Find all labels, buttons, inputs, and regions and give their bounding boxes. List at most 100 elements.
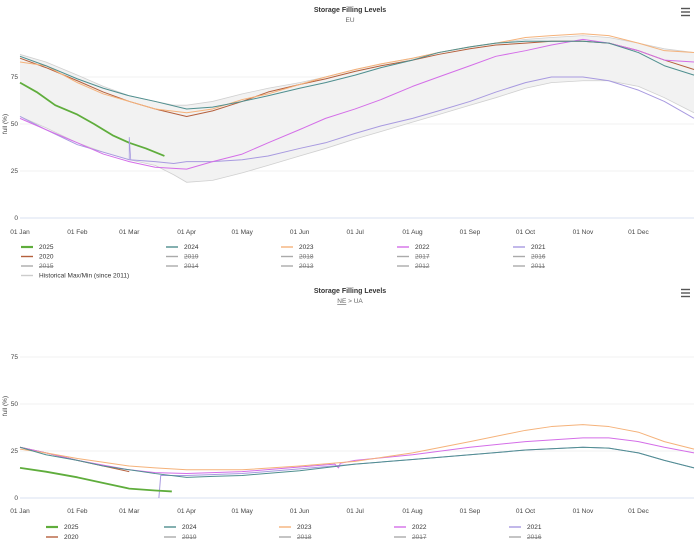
y-tick-label: 75 xyxy=(11,74,19,81)
x-tick-label: 01 May xyxy=(232,229,254,236)
x-tick-label: 01 Mar xyxy=(119,508,140,515)
legend-item-2013[interactable]: 2013 xyxy=(281,263,314,270)
legend-label: 2023 xyxy=(297,524,312,531)
legend-item-2015[interactable]: 2015 xyxy=(21,263,54,270)
historical-min-line xyxy=(19,80,695,183)
historical-band-area xyxy=(20,35,694,183)
legend-label: 2016 xyxy=(531,254,546,261)
legend-item-2016[interactable]: 2016 xyxy=(513,254,546,261)
x-tick-label: 01 May xyxy=(232,508,254,515)
x-tick-label: 01 Nov xyxy=(573,508,594,515)
legend-label: 2024 xyxy=(182,524,197,531)
menu-icon[interactable] xyxy=(678,287,692,299)
legend-item-2023[interactable]: 2023 xyxy=(281,244,314,251)
breadcrumb-current: UA xyxy=(354,298,364,305)
chart-subtitle: NE > UA xyxy=(337,298,363,305)
x-tick-label: 01 Apr xyxy=(177,229,197,236)
breadcrumb-separator: > xyxy=(346,298,353,305)
legend-item-2024[interactable]: 2024 xyxy=(166,244,199,251)
x-tick-label: 01 Oct xyxy=(516,508,535,515)
legend-label: 2021 xyxy=(527,524,542,531)
legend-label: 2015 xyxy=(39,263,54,270)
y-tick-label: 25 xyxy=(11,168,19,175)
legend-item-2021[interactable]: 2021 xyxy=(509,524,542,531)
series-line-2021[interactable] xyxy=(158,446,695,499)
chart-panel-eu: Storage Filling Levels EU full (%) 0 25 50… xyxy=(2,6,695,280)
x-tick-label: 01 Jul xyxy=(346,508,364,515)
legend-label: 2022 xyxy=(415,244,430,251)
legend-item-historical-max-min-since-2011[interactable]: Historical Max/Min (since 2011) xyxy=(21,273,129,280)
y-axis-label: full (%) xyxy=(2,396,9,416)
legend-label: 2016 xyxy=(527,534,542,541)
series-line-2024[interactable] xyxy=(19,40,695,110)
series-line-2022[interactable] xyxy=(19,38,695,170)
y-tick-label: 0 xyxy=(14,495,18,502)
series-line-2025[interactable] xyxy=(19,81,165,157)
x-tick-label: 01 Aug xyxy=(402,229,423,236)
x-tick-label: 01 Nov xyxy=(573,229,594,236)
series-line-2023[interactable] xyxy=(19,424,695,471)
legend-item-2025[interactable]: 2025 xyxy=(46,524,79,531)
legend-item-2020[interactable]: 2020 xyxy=(21,254,54,261)
legend-item-2012[interactable]: 2012 xyxy=(397,263,430,270)
y-tick-label: 50 xyxy=(11,121,19,128)
breadcrumb-link-ne[interactable]: NE xyxy=(337,298,347,305)
legend-item-2025[interactable]: 2025 xyxy=(21,244,54,251)
legend-label: 2019 xyxy=(182,534,197,541)
legend-label: 2018 xyxy=(297,534,312,541)
legend-item-2017[interactable]: 2017 xyxy=(397,254,430,261)
x-tick-label: 01 Feb xyxy=(67,229,88,236)
legend-item-2018[interactable]: 2018 xyxy=(281,254,314,261)
legend-item-2024[interactable]: 2024 xyxy=(164,524,197,531)
legend-item-2022[interactable]: 2022 xyxy=(394,524,427,531)
x-tick-label: 01 Sep xyxy=(460,508,481,515)
legend-label: 2020 xyxy=(39,254,54,261)
legend-label: 2011 xyxy=(531,263,545,270)
chart-eu: Storage Filling Levels EU full (%) 0 25 50… xyxy=(2,6,695,280)
legend-item-2014[interactable]: 2014 xyxy=(166,263,199,270)
legend-label: 2012 xyxy=(415,263,430,270)
series-line-2024[interactable] xyxy=(19,446,695,478)
x-tick-label: 01 Feb xyxy=(67,508,88,515)
x-tick-label: 01 Jun xyxy=(290,229,310,236)
legend-label: Historical Max/Min (since 2011) xyxy=(39,273,129,280)
legend-item-2019[interactable]: 2019 xyxy=(166,254,199,261)
menu-icon[interactable] xyxy=(678,6,692,18)
legend-item-2011[interactable]: 2011 xyxy=(513,263,545,270)
legend-item-2022[interactable]: 2022 xyxy=(397,244,430,251)
y-tick-label: 50 xyxy=(11,401,19,408)
legend-item-2021[interactable]: 2021 xyxy=(513,244,546,251)
legend-item-2020[interactable]: 2020 xyxy=(46,534,79,541)
x-tick-label: 01 Jul xyxy=(346,229,364,236)
x-tick-label: 01 Jun xyxy=(290,508,310,515)
legend-label: 2014 xyxy=(184,263,199,270)
series-line-2025[interactable] xyxy=(19,467,172,493)
series-line-2023[interactable] xyxy=(19,33,695,114)
x-tick-label: 01 Apr xyxy=(177,508,197,515)
y-axis-label: full (%) xyxy=(2,114,9,134)
x-tick-label: 01 Aug xyxy=(402,508,423,515)
y-tick-label: 0 xyxy=(14,215,18,222)
legend-label: 2023 xyxy=(299,244,314,251)
series-line-2022[interactable] xyxy=(19,437,695,475)
x-tick-label: 01 Dec xyxy=(628,229,649,236)
legend-item-2023[interactable]: 2023 xyxy=(279,524,312,531)
series-line-2021-spike xyxy=(128,137,132,160)
legend-label: 2013 xyxy=(299,263,314,270)
x-tick-label: 01 Sep xyxy=(460,229,481,236)
legend-label: 2020 xyxy=(64,534,79,541)
legend-label: 2018 xyxy=(299,254,314,261)
legend-label: 2021 xyxy=(531,244,546,251)
legend-item-2018[interactable]: 2018 xyxy=(279,534,312,541)
x-tick-label: 01 Mar xyxy=(119,229,140,236)
series-line-2021[interactable] xyxy=(19,76,695,164)
chart-title: Storage Filling Levels xyxy=(314,7,386,14)
x-tick-label: 01 Dec xyxy=(628,508,649,515)
legend-item-2019[interactable]: 2019 xyxy=(164,534,197,541)
legend-label: 2017 xyxy=(412,534,427,541)
legend-label: 2025 xyxy=(39,244,54,251)
legend-item-2016[interactable]: 2016 xyxy=(509,534,542,541)
legend-label: 2017 xyxy=(415,254,430,261)
legend-item-2017[interactable]: 2017 xyxy=(394,534,427,541)
legend-label: 2022 xyxy=(412,524,427,531)
